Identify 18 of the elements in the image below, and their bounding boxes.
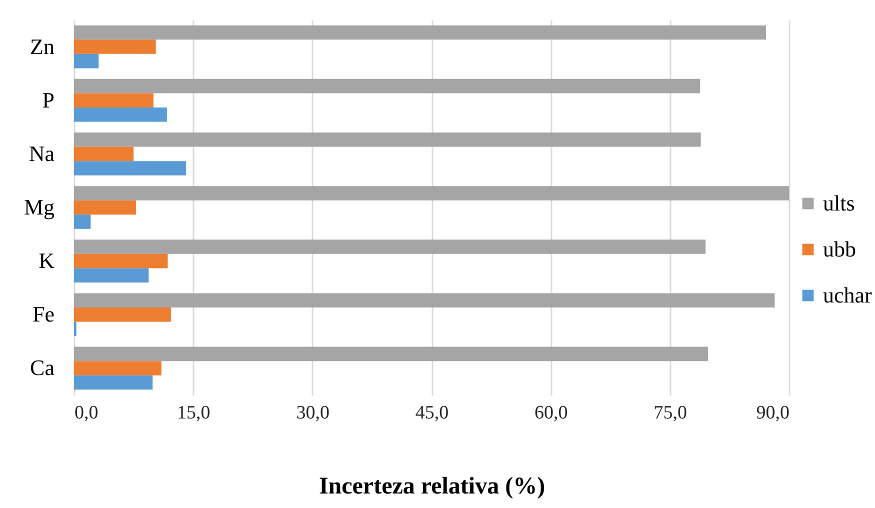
- legend-label: ubb: [823, 236, 856, 262]
- y-tick-label: Fe: [32, 302, 54, 327]
- x-tick-label: 60,0: [534, 402, 568, 424]
- y-tick-label: Na: [28, 140, 55, 166]
- legend-label: ults: [823, 190, 855, 216]
- y-tick-label: Ca: [30, 355, 55, 380]
- x-tick-label: 45,0: [415, 402, 449, 424]
- x-tick-label: 30,0: [296, 402, 330, 424]
- x-axis-title: Incerteza relativa (%): [318, 474, 546, 500]
- y-tick-label: P: [42, 87, 54, 112]
- x-tick-label: 0,0: [74, 402, 98, 424]
- y-tick-label: Mg: [24, 194, 54, 220]
- y-tick-label: K: [38, 248, 55, 274]
- y-tick-label: Zn: [30, 34, 54, 59]
- x-tick-label: 75,0: [654, 402, 687, 424]
- legend-label: uchar: [823, 282, 873, 308]
- x-tick-label: 15,0: [177, 402, 210, 424]
- x-tick-label: 90,0: [756, 402, 790, 424]
